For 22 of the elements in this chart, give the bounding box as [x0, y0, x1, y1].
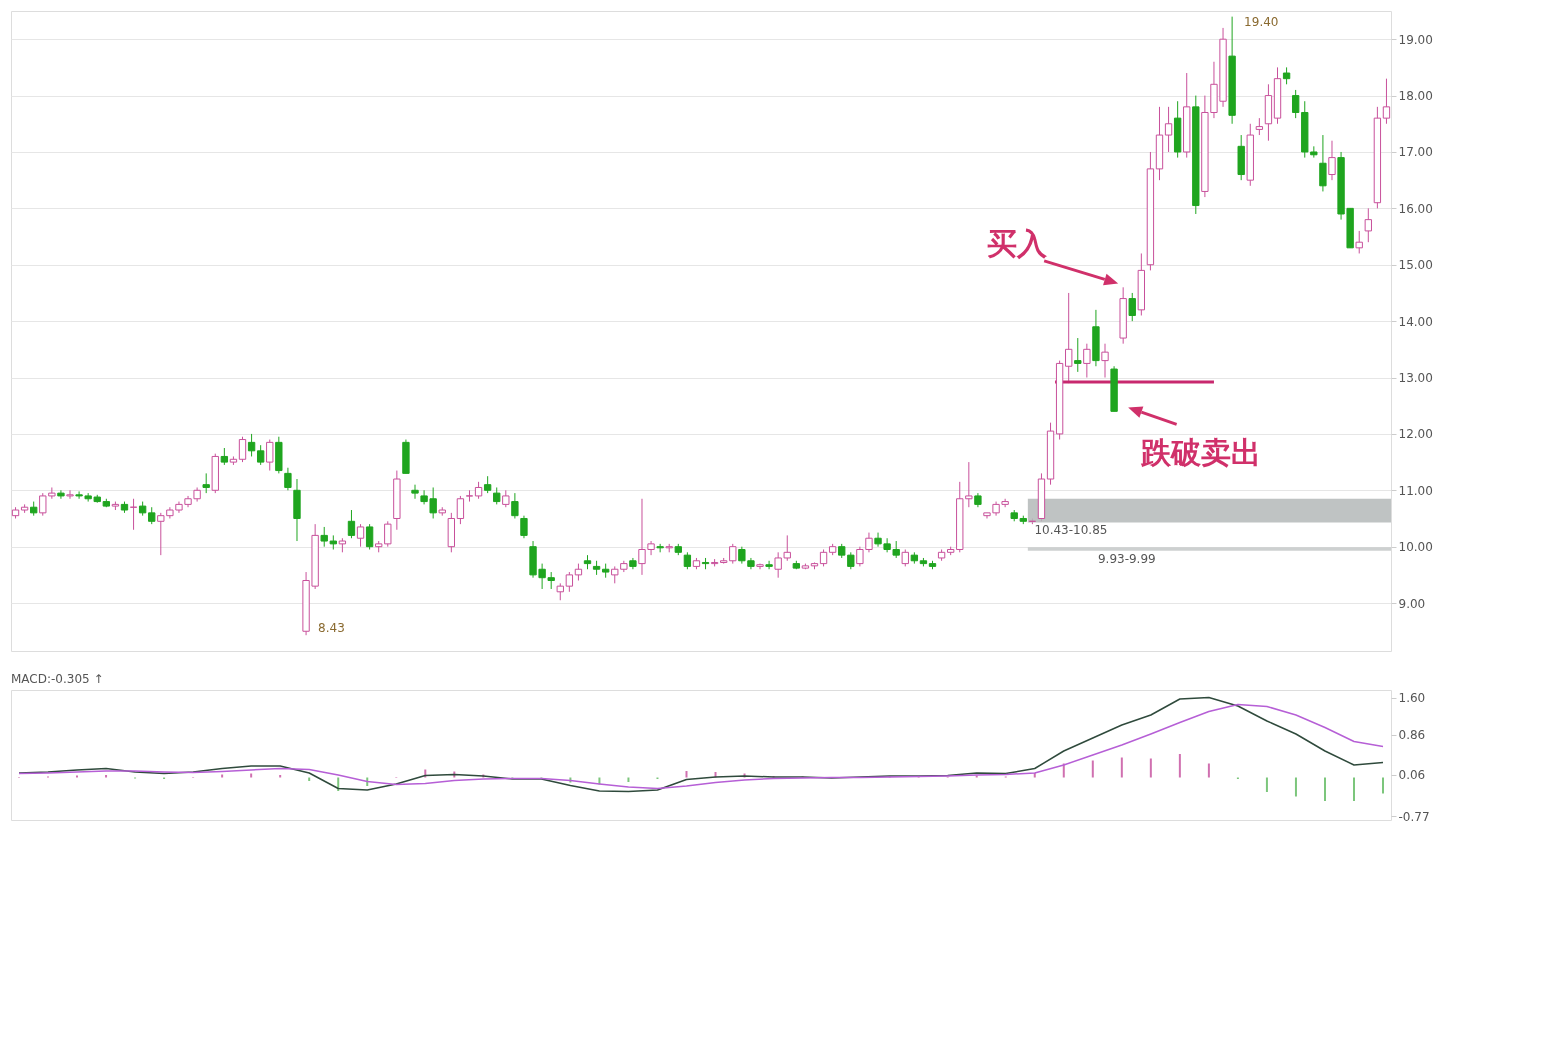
- y-tick-label: 9.00: [1398, 596, 1426, 611]
- y-tick-label: 18.00: [1398, 89, 1433, 104]
- band-label: 10.43-10.85: [1034, 523, 1108, 538]
- y-tick-label: 0.86: [1398, 728, 1426, 742]
- y-tick-label: 1.60: [1398, 691, 1426, 705]
- y-tick-label: 17.00: [1398, 145, 1433, 160]
- y-tick-label: 10.00: [1398, 540, 1433, 555]
- y-tick-label: 16.00: [1398, 201, 1433, 216]
- annotation: 买入: [986, 226, 1048, 262]
- band-label: 9.93-9.99: [1097, 551, 1156, 566]
- y-tick-label: 0.06: [1398, 768, 1426, 782]
- y-tick-label: 12.00: [1398, 427, 1433, 442]
- annotation: 8.43: [318, 621, 345, 636]
- y-tick-label: -0.77: [1398, 809, 1430, 824]
- annotation: 跌破卖出: [1140, 434, 1262, 470]
- y-tick-label: 15.00: [1398, 258, 1433, 273]
- y-tick-label: 19.00: [1398, 32, 1433, 47]
- y-tick-label: 14.00: [1398, 314, 1433, 329]
- y-tick-label: 11.00: [1398, 483, 1433, 498]
- chart-title: MACD:-0.305 ↑: [11, 672, 104, 686]
- y-tick-label: 13.00: [1398, 371, 1433, 386]
- annotation: 19.40: [1244, 14, 1279, 29]
